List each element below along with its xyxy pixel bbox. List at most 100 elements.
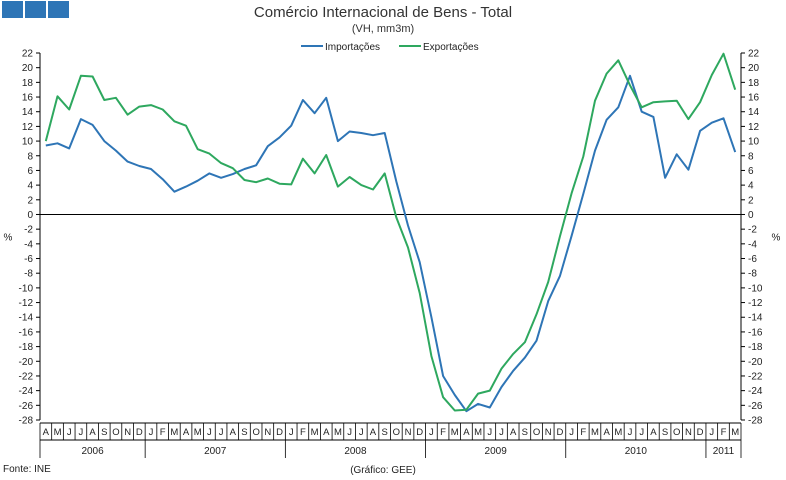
- y-tick-label-left: 22: [22, 49, 34, 60]
- y-tick-label-right: 4: [748, 181, 754, 192]
- y-tick-label-left: 4: [27, 181, 33, 192]
- x-month-label: D: [136, 427, 143, 438]
- x-month-label: O: [112, 427, 119, 438]
- x-month-label: A: [43, 427, 50, 438]
- x-month-label: J: [207, 427, 212, 438]
- x-month-label: J: [487, 427, 492, 438]
- x-month-label: O: [533, 427, 540, 438]
- x-year-label: 2010: [625, 446, 648, 457]
- y-axis-label-left: %: [4, 233, 13, 244]
- x-month-label: A: [323, 427, 330, 438]
- y-axis-label-right: %: [772, 233, 781, 244]
- x-year-label: 2006: [81, 446, 104, 457]
- y-tick-label-right: -2: [748, 225, 757, 236]
- legend-label: Exportações: [423, 42, 479, 53]
- x-month-label: J: [67, 427, 72, 438]
- x-month-label: N: [405, 427, 412, 438]
- x-month-label: O: [673, 427, 680, 438]
- y-tick-label-right: -8: [748, 269, 757, 280]
- x-month-label: M: [54, 427, 62, 438]
- x-month-label: F: [160, 427, 166, 438]
- chart-subtitle: (VH, mm3m): [351, 23, 415, 35]
- x-month-label: A: [650, 427, 657, 438]
- y-tick-label-right: -6: [748, 254, 757, 265]
- x-month-label: M: [311, 427, 319, 438]
- x-month-label: F: [300, 427, 306, 438]
- ine-logo: [2, 1, 69, 18]
- y-tick-label-right: 8: [748, 151, 754, 162]
- x-month-label: J: [79, 427, 84, 438]
- y-tick-label-right: 18: [748, 78, 760, 89]
- x-month-label: A: [370, 427, 377, 438]
- chart-title: Comércio Internacional de Bens - Total: [253, 4, 513, 21]
- y-tick-label-right: -24: [748, 386, 763, 397]
- y-tick-label-right: 20: [748, 63, 760, 74]
- x-month-label: D: [276, 427, 283, 438]
- y-tick-label-left: 0: [27, 210, 33, 221]
- y-tick-label-right: -10: [748, 283, 763, 294]
- x-month-label: A: [183, 427, 190, 438]
- x-month-label: J: [359, 427, 364, 438]
- y-tick-label-right: 6: [748, 166, 754, 177]
- y-tick-label-right: -14: [748, 313, 763, 324]
- x-month-label: J: [628, 427, 633, 438]
- x-year-label: 2009: [485, 446, 508, 457]
- y-tick-label-right: -4: [748, 239, 757, 250]
- x-month-label: F: [721, 427, 727, 438]
- y-tick-label-left: -14: [19, 313, 34, 324]
- x-month-label: M: [474, 427, 482, 438]
- y-tick-label-right: 14: [748, 107, 760, 118]
- x-year-label: 2008: [344, 446, 367, 457]
- x-year-label: 2007: [204, 446, 227, 457]
- x-month-label: S: [381, 427, 387, 438]
- y-tick-label-right: 0: [748, 210, 754, 221]
- x-month-label: A: [603, 427, 610, 438]
- y-tick-label-left: -4: [24, 239, 33, 250]
- y-tick-label-left: -24: [19, 386, 34, 397]
- y-tick-label-left: -26: [19, 401, 34, 412]
- x-month-label: D: [556, 427, 563, 438]
- x-month-label: N: [124, 427, 131, 438]
- y-tick-label-left: 10: [22, 137, 34, 148]
- x-month-label: J: [709, 427, 714, 438]
- x-month-label: M: [591, 427, 599, 438]
- y-tick-label-left: -10: [19, 283, 34, 294]
- y-tick-label-left: -12: [19, 298, 34, 309]
- y-tick-label-right: 12: [748, 122, 760, 133]
- y-tick-label-right: -26: [748, 401, 763, 412]
- x-month-label: A: [230, 427, 237, 438]
- y-tick-label-left: -6: [24, 254, 33, 265]
- legend-label: Importações: [325, 42, 380, 53]
- x-month-label: M: [170, 427, 178, 438]
- x-month-label: M: [194, 427, 202, 438]
- x-month-label: D: [416, 427, 423, 438]
- y-tick-label-left: 6: [27, 166, 33, 177]
- x-month-label: J: [429, 427, 434, 438]
- y-tick-label-right: 10: [748, 137, 760, 148]
- y-tick-label-right: 2: [748, 195, 754, 206]
- y-tick-label-left: -2: [24, 225, 33, 236]
- x-month-label: F: [580, 427, 586, 438]
- y-tick-label-left: 12: [22, 122, 34, 133]
- y-tick-label-left: -8: [24, 269, 33, 280]
- x-month-label: S: [522, 427, 528, 438]
- y-tick-label-left: 16: [22, 93, 34, 104]
- x-year-label: 2011: [713, 446, 735, 457]
- y-tick-label-left: 14: [22, 107, 34, 118]
- y-tick-label-left: -16: [19, 327, 34, 338]
- y-tick-label-left: 8: [27, 151, 33, 162]
- x-month-label: A: [89, 427, 96, 438]
- y-tick-label-left: 20: [22, 63, 34, 74]
- x-month-label: M: [451, 427, 459, 438]
- x-month-label: M: [334, 427, 342, 438]
- y-tick-label-left: -20: [19, 357, 34, 368]
- x-month-label: J: [219, 427, 224, 438]
- x-month-label: J: [149, 427, 154, 438]
- x-month-label: S: [101, 427, 107, 438]
- x-month-label: S: [241, 427, 247, 438]
- y-tick-label-right: -22: [748, 371, 763, 382]
- source-note: Fonte: INE: [3, 464, 51, 475]
- y-tick-label-left: 18: [22, 78, 34, 89]
- y-tick-label-left: 2: [27, 195, 33, 206]
